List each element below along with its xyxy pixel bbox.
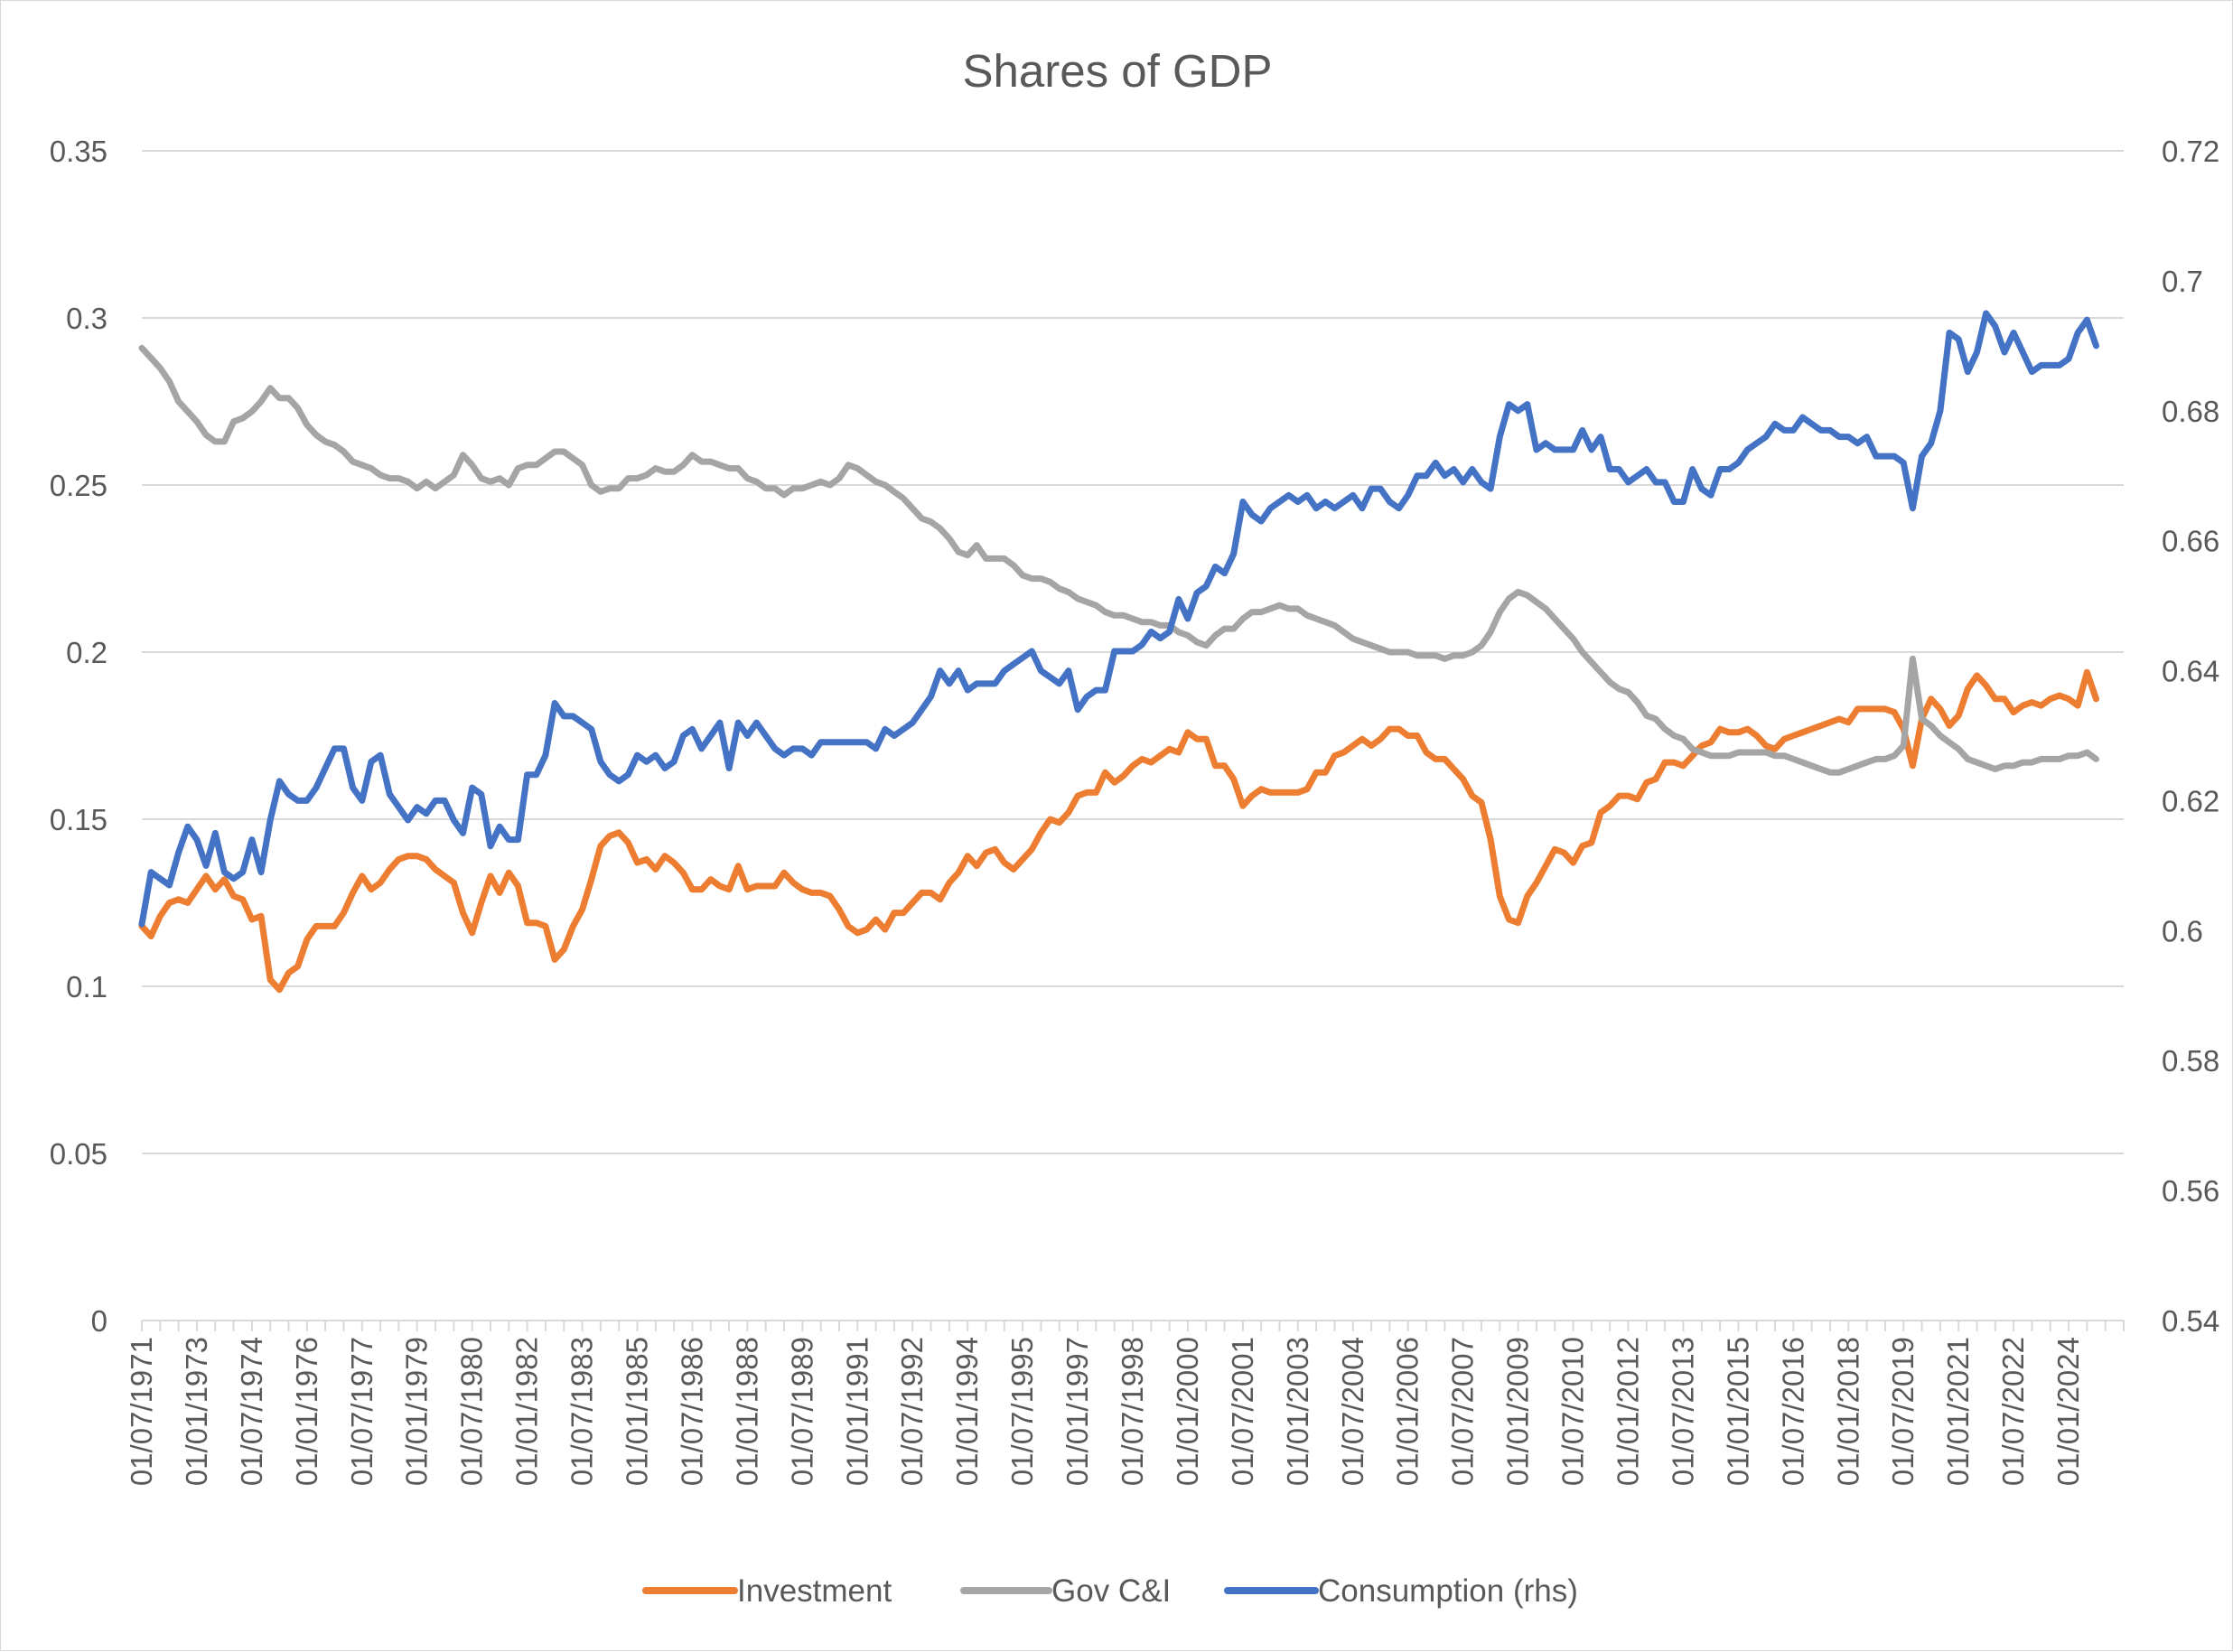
left-axis-tick: 0.1 [66, 970, 107, 1003]
x-axis-tick-label: 01/01/2003 [1281, 1337, 1314, 1486]
legend: Investment Gov C&I Consumption (rhs) [642, 1573, 1578, 1609]
x-axis-tick-label: 01/07/1983 [565, 1337, 599, 1486]
x-axis-tick-label: 01/01/1973 [180, 1337, 213, 1486]
x-axis-tick-label: 01/01/2018 [1831, 1337, 1864, 1486]
x-axis-tick-label: 01/01/1985 [621, 1337, 654, 1486]
x-axis-tick-label: 01/07/1977 [345, 1337, 378, 1486]
x-axis-tick-label: 01/07/2010 [1556, 1337, 1590, 1486]
legend-label-consumption: Consumption (rhs) [1318, 1573, 1578, 1609]
left-axis-tick: 0.35 [50, 135, 107, 168]
right-axis-tick-labels: 0.54 0.56 0.58 0.6 0.62 0.64 0.66 0.68 0.7 0.72 [2162, 135, 2219, 1338]
x-axis-tick-label: 01/07/1980 [455, 1337, 489, 1486]
right-axis-tick: 0.54 [2162, 1304, 2219, 1338]
x-axis-tick-label: 01/01/2012 [1612, 1337, 1645, 1486]
x-axis-tick-label: 01/01/2024 [2051, 1337, 2085, 1486]
left-axis-tick: 0.25 [50, 469, 107, 502]
right-axis-tick: 0.62 [2162, 784, 2219, 817]
series-line-consumption-rhs [138, 310, 2099, 928]
x-axis-tick-label: 01/07/1974 [235, 1337, 268, 1486]
x-axis-tick-label: 01/01/1994 [950, 1337, 984, 1486]
right-axis-tick: 0.56 [2162, 1174, 2219, 1208]
left-axis-tick: 0.15 [50, 803, 107, 836]
x-axis-tick-label: 01/07/2004 [1336, 1337, 1369, 1486]
x-axis-tick-label: 01/01/1979 [400, 1337, 434, 1486]
x-axis-tick-label: 01/07/1998 [1116, 1337, 1149, 1486]
x-axis-tick-label: 01/01/1976 [290, 1337, 323, 1486]
legend-label-investment: Investment [737, 1573, 892, 1609]
x-axis-tick-label: 01/07/2001 [1226, 1337, 1259, 1486]
x-axis-tick-label: 01/07/2016 [1776, 1337, 1809, 1486]
right-axis-tick: 0.7 [2162, 265, 2203, 298]
x-axis-tick-label: 01/07/1971 [125, 1337, 158, 1486]
x-axis-tick-label: 01/07/2022 [1996, 1337, 2030, 1486]
x-axis-tick-label: 01/01/1991 [840, 1337, 874, 1486]
x-axis-tick-label: 01/01/2015 [1721, 1337, 1754, 1486]
right-axis-tick: 0.6 [2162, 914, 2203, 947]
series-line-investment [138, 668, 2099, 994]
left-axis-tick: 0 [91, 1304, 107, 1338]
right-axis-tick: 0.64 [2162, 655, 2219, 688]
x-axis-tick-label: 01/07/2013 [1666, 1337, 1699, 1486]
left-axis-tick: 0.2 [66, 636, 107, 669]
series-lines [138, 310, 2099, 994]
right-axis-tick: 0.68 [2162, 395, 2219, 428]
right-axis-tick: 0.72 [2162, 135, 2219, 168]
right-axis-tick: 0.66 [2162, 525, 2219, 558]
x-axis-tick-label: 01/07/1992 [895, 1337, 929, 1486]
x-axis-tick-label: 01/01/2021 [1941, 1337, 1975, 1486]
x-axis-tick-label: 01/01/2009 [1501, 1337, 1535, 1486]
x-axis-tick-label: 01/01/1997 [1060, 1337, 1094, 1486]
gridlines [142, 150, 2124, 1154]
x-axis-tick-label: 01/07/1995 [1005, 1337, 1039, 1486]
x-axis-tick-label: 01/07/1986 [675, 1337, 708, 1486]
series-line-gov-c-i [138, 344, 2099, 776]
x-axis-tick-label: 01/01/2006 [1391, 1337, 1425, 1486]
x-axis-tick-label: 01/07/2007 [1446, 1337, 1480, 1486]
x-axis: 01/07/1971 01/01/1973 01/07/1974 01/01/1976… [125, 1320, 2125, 1486]
x-axis-tick-label: 01/07/2019 [1886, 1337, 1920, 1486]
legend-label-gov-ci: Gov C&I [1051, 1573, 1171, 1609]
x-axis-tick-label: 01/01/2000 [1171, 1337, 1204, 1486]
x-axis-tick-label: 01/07/1989 [785, 1337, 818, 1486]
right-axis-tick: 0.58 [2162, 1044, 2219, 1078]
chart-title: Shares of GDP [963, 45, 1273, 97]
left-axis-tick-labels: 0 0.05 0.1 0.15 0.2 0.25 0.3 0.35 [50, 135, 107, 1338]
x-axis-tick-label: 01/01/1988 [730, 1337, 763, 1486]
x-axis-tick-label: 01/01/1982 [510, 1337, 544, 1486]
left-axis-tick: 0.05 [50, 1137, 107, 1171]
left-axis-tick: 0.3 [66, 302, 107, 335]
